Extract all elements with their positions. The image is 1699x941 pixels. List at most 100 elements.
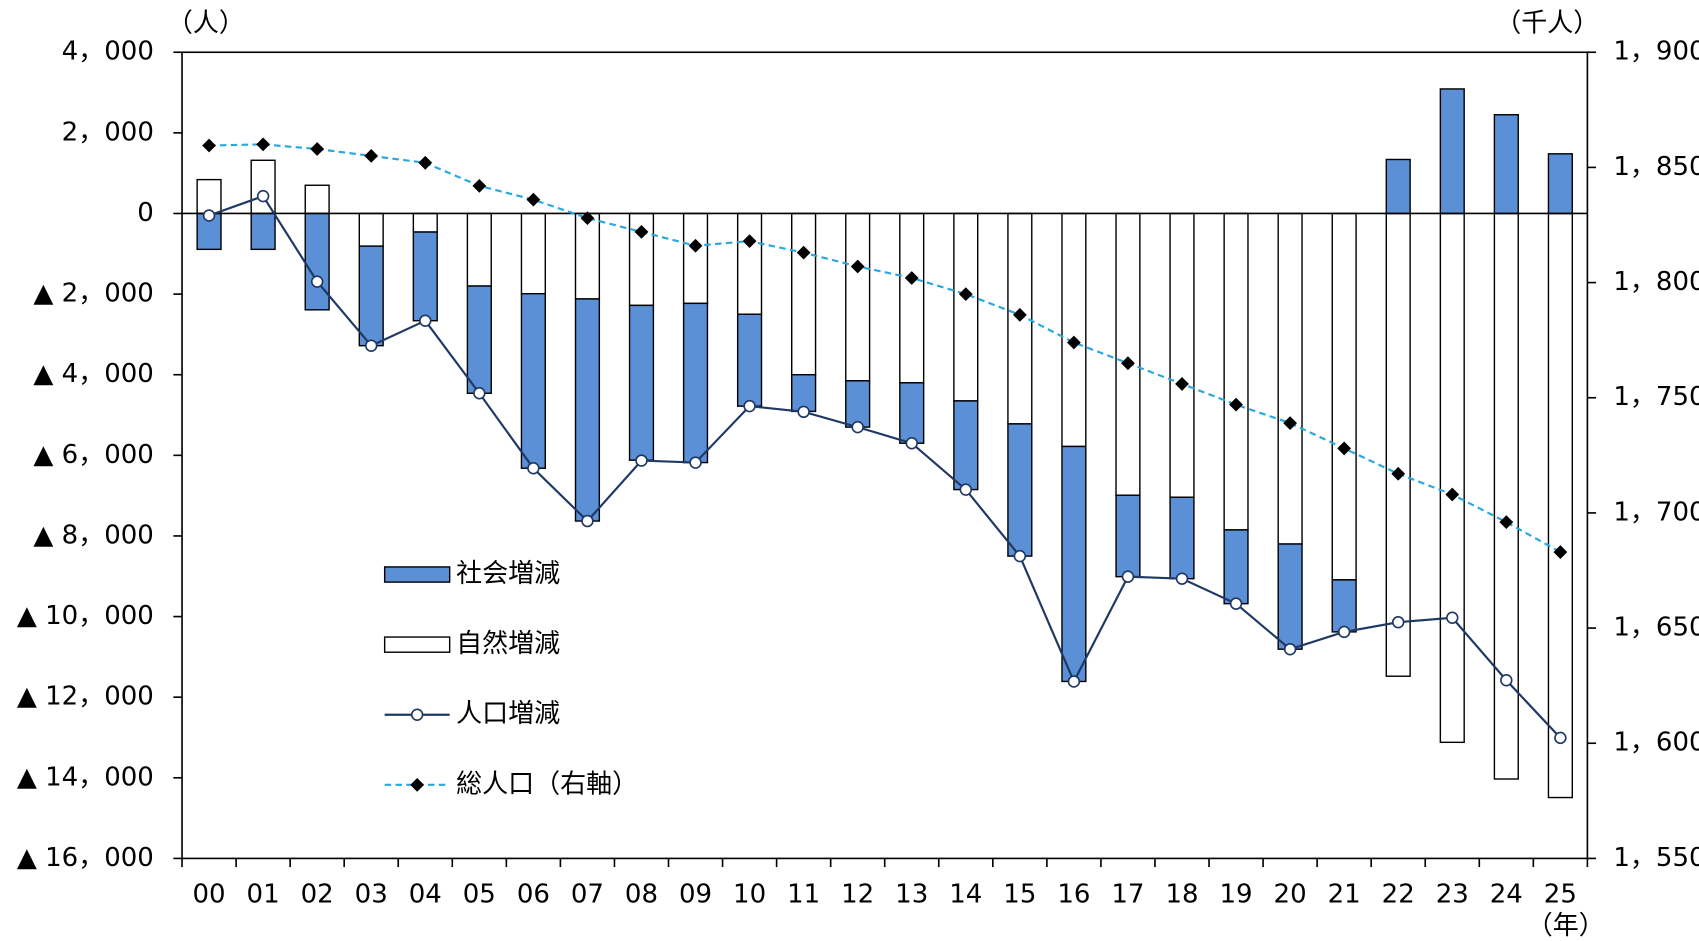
bar-segment xyxy=(1493,212,1519,780)
bar-segment xyxy=(1385,158,1411,215)
circle-marker xyxy=(851,420,864,434)
bar-segment xyxy=(1061,212,1087,448)
circle-marker xyxy=(797,405,810,419)
circle-marker xyxy=(581,514,594,528)
x-tick-label: 19 xyxy=(1220,880,1253,910)
bar-segment xyxy=(899,382,925,444)
bar-segment xyxy=(1331,212,1357,581)
x-tick-label: 11 xyxy=(787,880,820,910)
bar-segment xyxy=(520,292,546,469)
change-line xyxy=(208,194,1562,739)
bar-segment xyxy=(466,212,492,287)
bar-segment xyxy=(1331,579,1357,633)
bar-segment xyxy=(1439,212,1465,744)
y-axis-unit: （人） xyxy=(167,9,245,39)
x-tick-label: 18 xyxy=(1165,880,1198,910)
diamond-marker xyxy=(310,142,325,156)
y-tick-label: ▲ 14，000 xyxy=(17,762,154,792)
bar-segment xyxy=(1061,445,1087,683)
bar-segment xyxy=(682,302,709,464)
legend-label: 自然増減 xyxy=(456,629,560,659)
legend-marker xyxy=(410,777,425,792)
legend-label: 人口増減 xyxy=(456,699,560,729)
bar-segment xyxy=(1277,212,1303,545)
y-tick-label: 2，000 xyxy=(62,117,154,147)
bar-segment xyxy=(1547,153,1573,215)
bar-segment xyxy=(520,212,546,295)
y2-tick-label: 1，600 xyxy=(1613,728,1699,758)
x-tick-label: 23 xyxy=(1436,880,1469,910)
y2-tick-label: 1，750 xyxy=(1613,382,1699,412)
bar-segment xyxy=(1385,212,1411,677)
y-tick-label: 0 xyxy=(137,198,154,228)
bar-segment xyxy=(1007,423,1033,557)
y-tick-label: ▲ 2，000 xyxy=(33,279,153,309)
y2-tick-label: 1，650 xyxy=(1613,613,1699,643)
x-tick-label: 15 xyxy=(1003,880,1036,910)
bar-segment xyxy=(1547,212,1573,799)
bar-segment xyxy=(412,212,438,233)
circle-marker xyxy=(256,189,270,203)
legend-label: 総人口（右軸） xyxy=(456,769,638,799)
total-line xyxy=(209,143,1561,554)
x-tick-label: 10 xyxy=(733,880,766,910)
x-tick-label: 14 xyxy=(949,880,982,910)
y-tick-label: ▲ 4，000 xyxy=(33,359,153,389)
x-tick-label: 21 xyxy=(1328,880,1361,910)
y-tick-label: ▲ 16，000 xyxy=(17,843,154,873)
circle-marker xyxy=(473,387,486,400)
y2-axis-unit: （千人） xyxy=(1495,9,1599,39)
bar-segment xyxy=(1277,543,1303,650)
bar-segment xyxy=(304,184,330,215)
diamond-marker xyxy=(904,271,919,285)
circle-marker xyxy=(527,461,540,475)
legend-marker xyxy=(410,708,424,721)
bar-segment xyxy=(953,212,979,402)
circle-marker xyxy=(1283,642,1297,656)
x-tick-label: 17 xyxy=(1111,880,1144,910)
x-tick-label: 03 xyxy=(355,880,388,910)
circle-marker xyxy=(1121,570,1135,583)
circle-marker xyxy=(1337,625,1351,639)
legend-swatch xyxy=(383,566,451,583)
bar-segment xyxy=(845,212,871,382)
x-tick-label: 04 xyxy=(409,880,442,910)
y-tick-label: ▲ 8，000 xyxy=(33,520,153,550)
bar-segment xyxy=(736,212,763,315)
legend-label: 社会増減 xyxy=(456,559,560,589)
diamond-marker xyxy=(364,149,379,163)
circle-marker xyxy=(364,339,378,352)
y2-tick-label: 1，800 xyxy=(1613,267,1699,297)
bar-segment xyxy=(250,212,276,251)
bar-segment xyxy=(628,304,655,461)
bar-segment xyxy=(196,178,222,215)
bar-segment xyxy=(1439,88,1465,215)
x-tick-label: 07 xyxy=(571,880,604,910)
bar-segment xyxy=(358,245,384,347)
bar-segment xyxy=(791,212,817,376)
x-tick-label: 16 xyxy=(1057,880,1090,910)
bar-segment xyxy=(845,380,871,428)
bar-segment xyxy=(466,285,492,394)
circle-marker xyxy=(1554,731,1567,745)
x-tick-label: 05 xyxy=(463,880,496,910)
diamond-marker xyxy=(418,155,433,170)
diamond-marker xyxy=(202,138,216,153)
plot-frame xyxy=(181,51,1589,860)
x-tick-label: 25 xyxy=(1544,880,1577,910)
bar-segment xyxy=(1169,496,1195,580)
x-tick-label: 09 xyxy=(679,880,712,910)
diamond-marker xyxy=(472,178,487,193)
y-tick-label: 4，000 xyxy=(62,37,154,67)
diamond-marker xyxy=(526,192,541,207)
circle-marker xyxy=(905,437,918,450)
x-tick-label: 01 xyxy=(247,880,280,910)
circle-marker xyxy=(959,483,973,496)
circle-marker xyxy=(1013,549,1027,563)
bar-segment xyxy=(574,212,601,300)
bar-segment xyxy=(1169,212,1195,498)
diamond-marker xyxy=(256,137,271,152)
y2-tick-label: 1，700 xyxy=(1613,497,1699,527)
circle-marker xyxy=(310,275,324,288)
